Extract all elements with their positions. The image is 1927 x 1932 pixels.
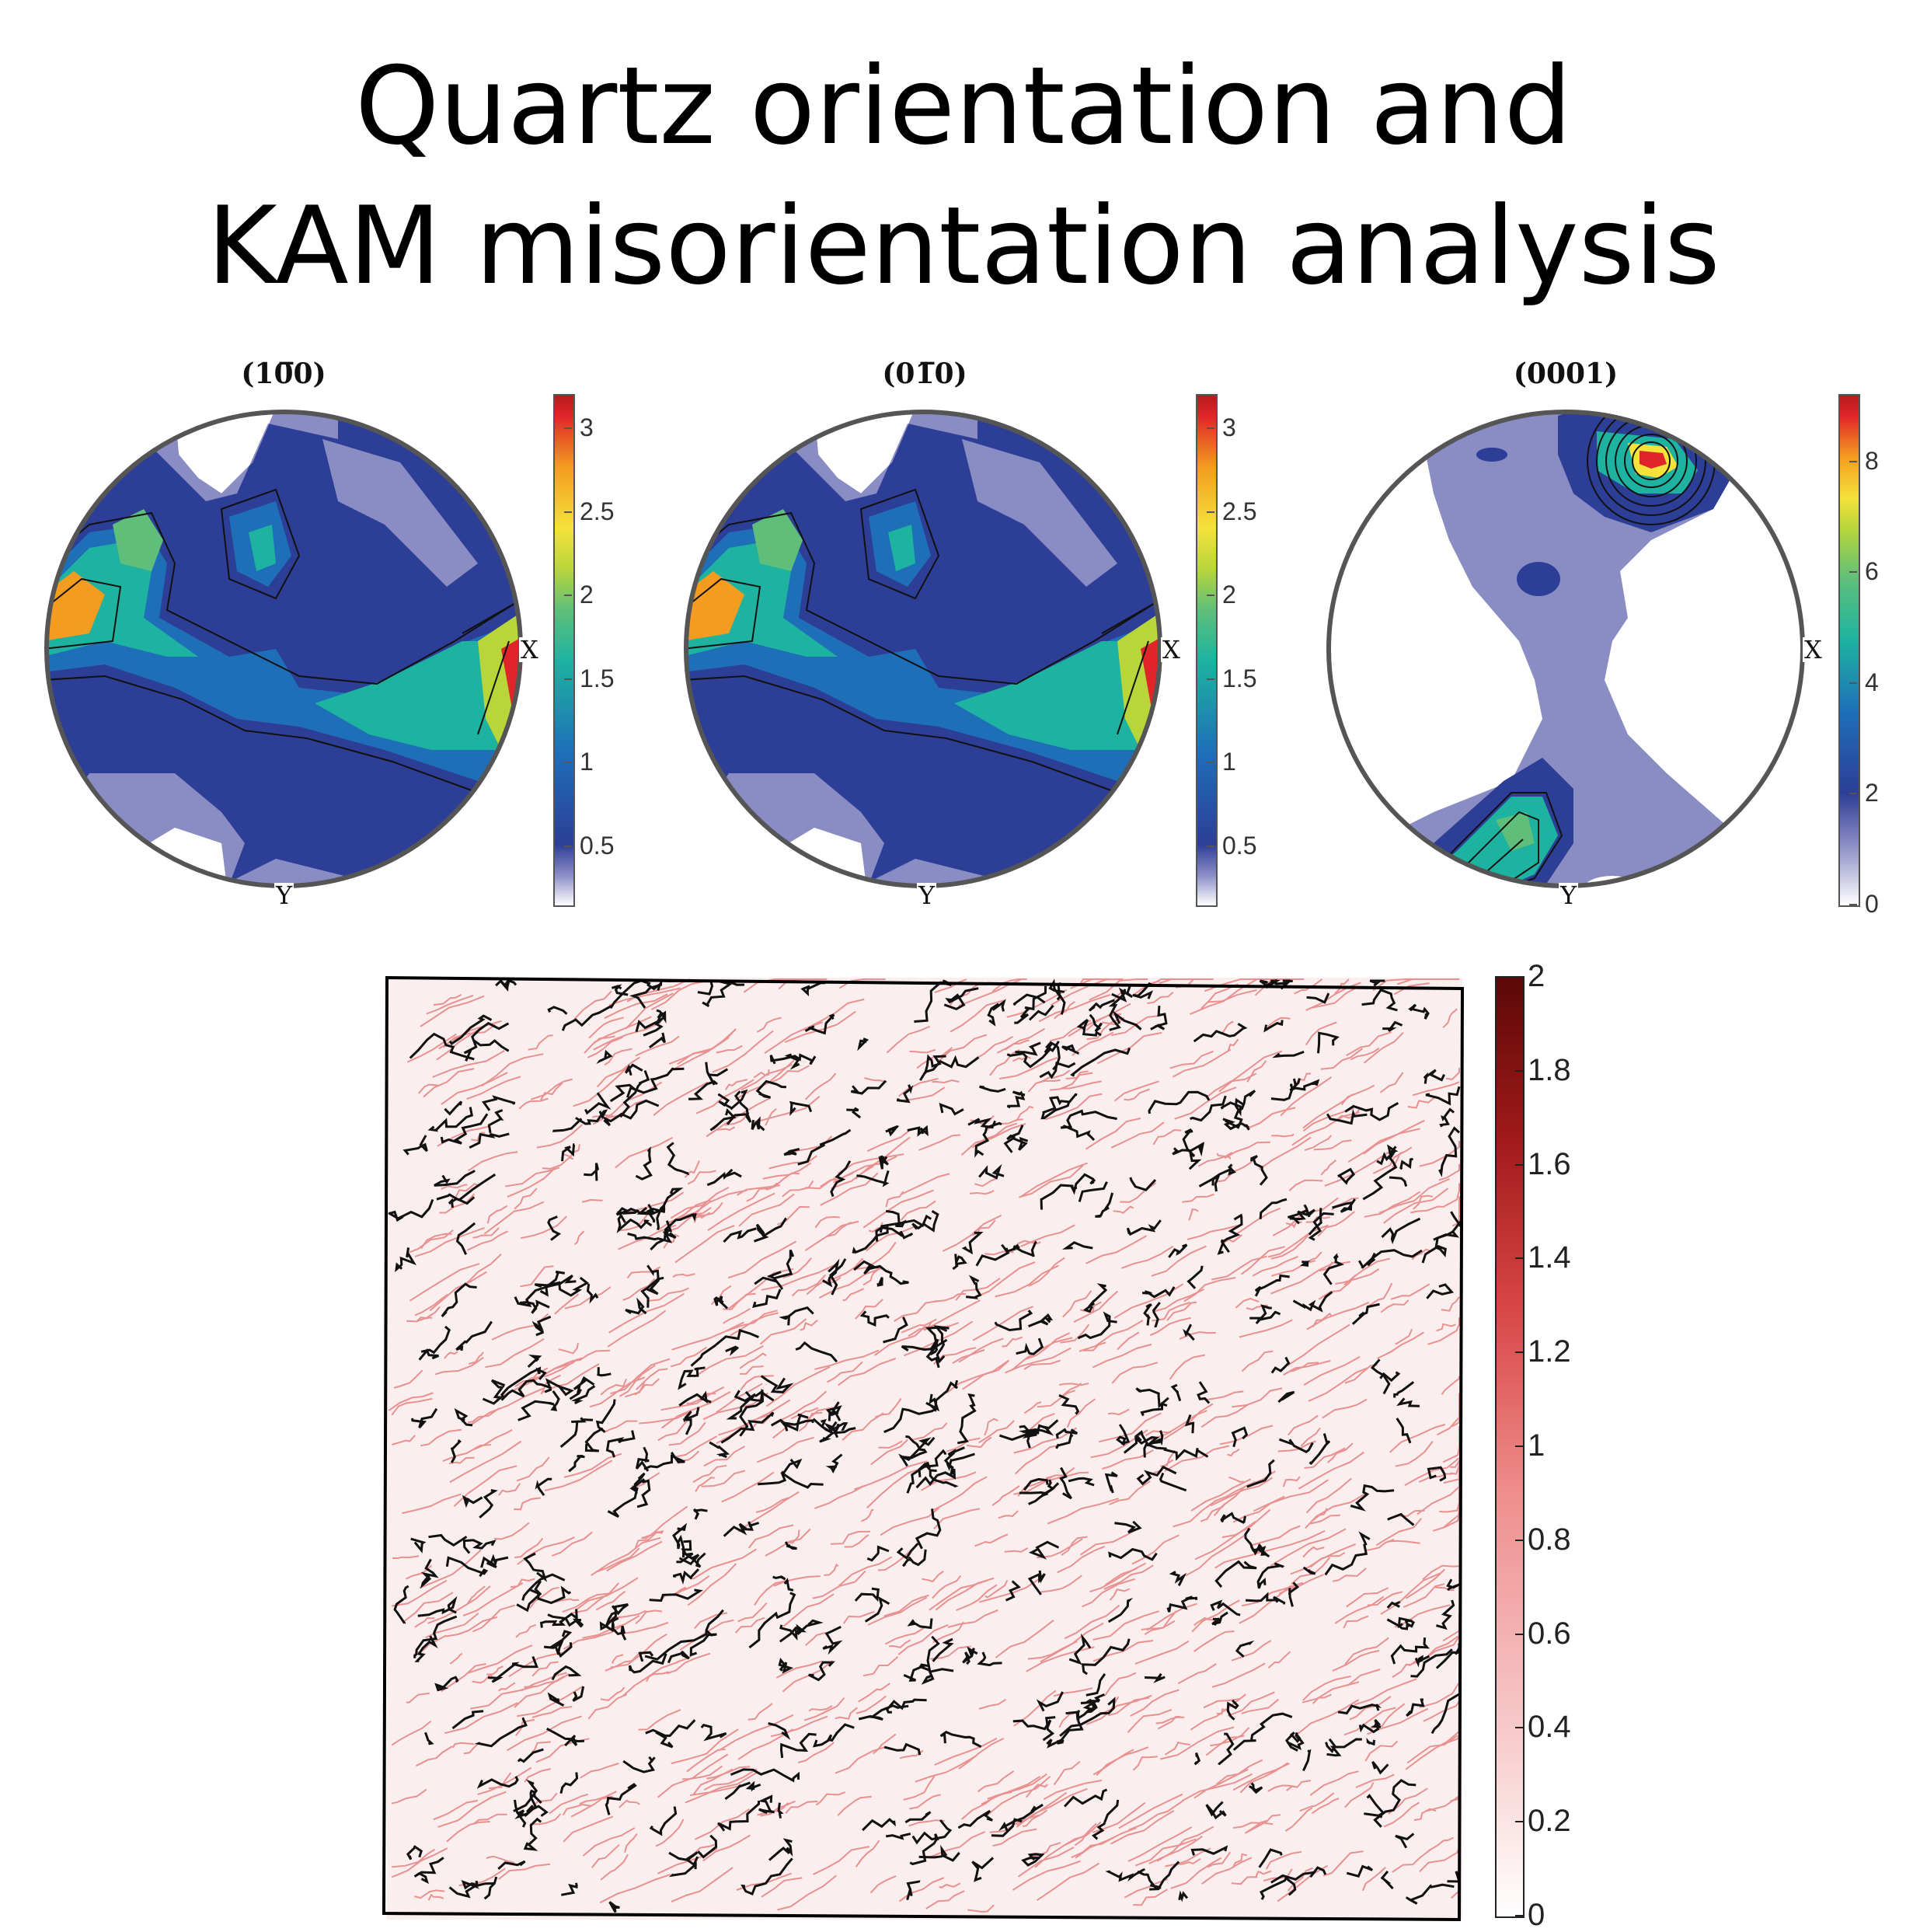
- pole-figure-2-tick-mark: [1207, 846, 1214, 847]
- pole-figure-2-tick-label: 3: [1222, 415, 1236, 440]
- pole-figure-2-tick-mark: [1207, 511, 1214, 513]
- pole-figure-2-colorbar: [1196, 394, 1218, 907]
- pole-figure-3-tick-mark: [1849, 793, 1857, 794]
- kam-tick-mark: [1515, 1164, 1523, 1166]
- pole-figure-3: [1325, 408, 1822, 905]
- pole-figure-3-tick-mark: [1849, 461, 1857, 462]
- kam-tick-mark: [1515, 1727, 1523, 1728]
- pole-figure-1-tick-mark: [564, 762, 572, 763]
- pole-figure-3-tick-mark: [1849, 682, 1857, 684]
- pole-figure-1: [43, 408, 540, 905]
- kam-tick-mark: [1515, 1257, 1523, 1259]
- kam-tick-mark: [1515, 1915, 1523, 1916]
- pole-figure-3-y-label: Y: [1559, 883, 1578, 908]
- pole-figure-1-tick-label: 2.5: [580, 499, 614, 524]
- pole-figure-3-tick-label: 6: [1865, 559, 1879, 584]
- pole-figure-2-tick-label: 1.5: [1222, 666, 1256, 691]
- pole-figure-2-tick-label: 0.5: [1222, 833, 1256, 858]
- kam-tick-label: 2: [1528, 961, 1545, 992]
- pole-figure-3-tick-label: 0: [1865, 891, 1879, 916]
- pole-figure-2-tick-mark: [1207, 595, 1214, 596]
- pole-figure-2-tick-label: 2: [1222, 582, 1236, 607]
- kam-tick-mark: [1515, 1351, 1523, 1353]
- kam-tick-label: 0.4: [1528, 1711, 1571, 1742]
- pole-figure-2-x-label: X: [1161, 637, 1182, 662]
- pole-figure-1-tick-label: 1: [580, 749, 594, 774]
- kam-tick-label: 0.2: [1528, 1805, 1571, 1836]
- pole-figure-3-tick-label: 8: [1865, 448, 1879, 473]
- pole-figure-1-tick-mark: [564, 427, 572, 429]
- kam-grain-boundary: [1090, 1181, 1093, 1184]
- pole-figure-3-title: (0001): [1488, 357, 1643, 390]
- kam-tick-mark: [1515, 1070, 1523, 1072]
- pole-figure-2-tick-mark: [1207, 762, 1214, 763]
- kam-tick-label: 1.2: [1528, 1336, 1571, 1367]
- figure-title-line-1: Quartz orientation and: [0, 53, 1927, 160]
- kam-tick-label: 1.6: [1528, 1149, 1571, 1180]
- pole-figure-2-tick-mark: [1207, 427, 1214, 429]
- pole-figure-3-colorbar: [1838, 394, 1860, 907]
- pole-figure-1-tick-mark: [564, 595, 572, 596]
- pole-figure-3-tick-mark: [1849, 904, 1857, 905]
- pole-figure-3-x-label: X: [1803, 637, 1824, 662]
- pole-figure-1-tick-label: 0.5: [580, 833, 614, 858]
- pole-figure-2-tick-label: 2.5: [1222, 499, 1256, 524]
- pole-figure-2-tick-mark: [1207, 678, 1214, 680]
- kam-tick-label: 1.8: [1528, 1055, 1571, 1086]
- pole-figure-1-x-label: X: [519, 637, 540, 662]
- kam-tick-mark: [1515, 1821, 1523, 1822]
- kam-tick-label: 0.6: [1528, 1618, 1571, 1649]
- kam-map: [381, 971, 1484, 1927]
- kam-tick-mark: [1515, 976, 1523, 978]
- pole-figure-1-tick-label: 2: [580, 582, 594, 607]
- pole-figure-3-tick-label: 2: [1865, 780, 1879, 805]
- pole-figure-1-title: (10̅0): [206, 357, 361, 390]
- pole-figure-1-tick-mark: [564, 511, 572, 513]
- figure-title-line-2: KAM misorientation analysis: [0, 193, 1927, 300]
- kam-tick-mark: [1515, 1446, 1523, 1447]
- kam-tick-label: 1: [1528, 1430, 1545, 1461]
- pole-figure-1-y-label: Y: [274, 883, 294, 908]
- pole-figure-2-y-label: Y: [917, 883, 936, 908]
- pole-figure-1-tick-mark: [564, 846, 572, 847]
- pole-figure-3-tick-label: 4: [1865, 670, 1879, 695]
- pole-figure-2-tick-label: 1: [1222, 749, 1236, 774]
- kam-colorbar: [1495, 976, 1525, 1918]
- pole-figure-1-colorbar: [553, 394, 575, 907]
- pole-figure-3-tick-mark: [1849, 571, 1857, 573]
- kam-tick-label: 0: [1528, 1899, 1545, 1930]
- kam-tick-label: 0.8: [1528, 1524, 1571, 1555]
- kam-tick-mark: [1515, 1540, 1523, 1541]
- pole-figure-1-tick-label: 3: [580, 415, 594, 440]
- pole-figure-1-tick-label: 1.5: [580, 666, 614, 691]
- pole-figure-2-title: (01̅0): [847, 357, 1002, 390]
- pole-figure-2: [682, 408, 1180, 905]
- kam-tick-label: 1.4: [1528, 1242, 1571, 1273]
- kam-tick-mark: [1515, 1634, 1523, 1635]
- pole-figure-1-tick-mark: [564, 678, 572, 680]
